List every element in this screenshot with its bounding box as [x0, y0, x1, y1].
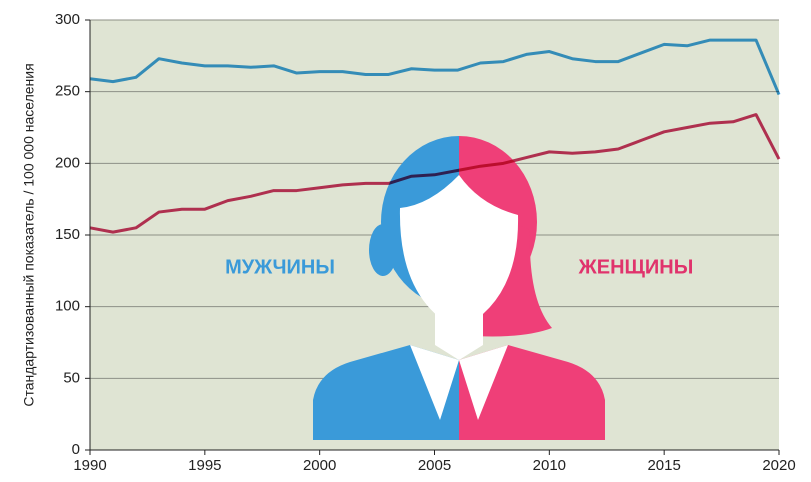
x-tick-label: 2000: [303, 457, 336, 474]
y-tick-label: 300: [55, 11, 80, 28]
y-tick-label: 100: [55, 298, 80, 315]
y-tick-label: 200: [55, 154, 80, 171]
x-tick-label: 2015: [647, 457, 680, 474]
y-tick-label: 150: [55, 226, 80, 243]
y-axis-label: Стандартизованный показатель / 100 000 н…: [21, 63, 37, 406]
x-tick-label: 2020: [762, 457, 795, 474]
x-tick-label: 2010: [533, 457, 566, 474]
chart: Стандартизованный показатель / 100 000 н…: [0, 0, 811, 477]
y-tick-label: 250: [55, 83, 80, 100]
x-tick-label: 1995: [188, 457, 221, 474]
annotation: МУЖЧИНЫ: [225, 256, 335, 278]
y-tick-label: 50: [63, 369, 80, 386]
x-tick-label: 1990: [73, 457, 106, 474]
x-tick-label: 2005: [418, 457, 451, 474]
annotation: ЖЕНЩИНЫ: [578, 256, 694, 278]
y-tick-label: 0: [72, 441, 80, 458]
